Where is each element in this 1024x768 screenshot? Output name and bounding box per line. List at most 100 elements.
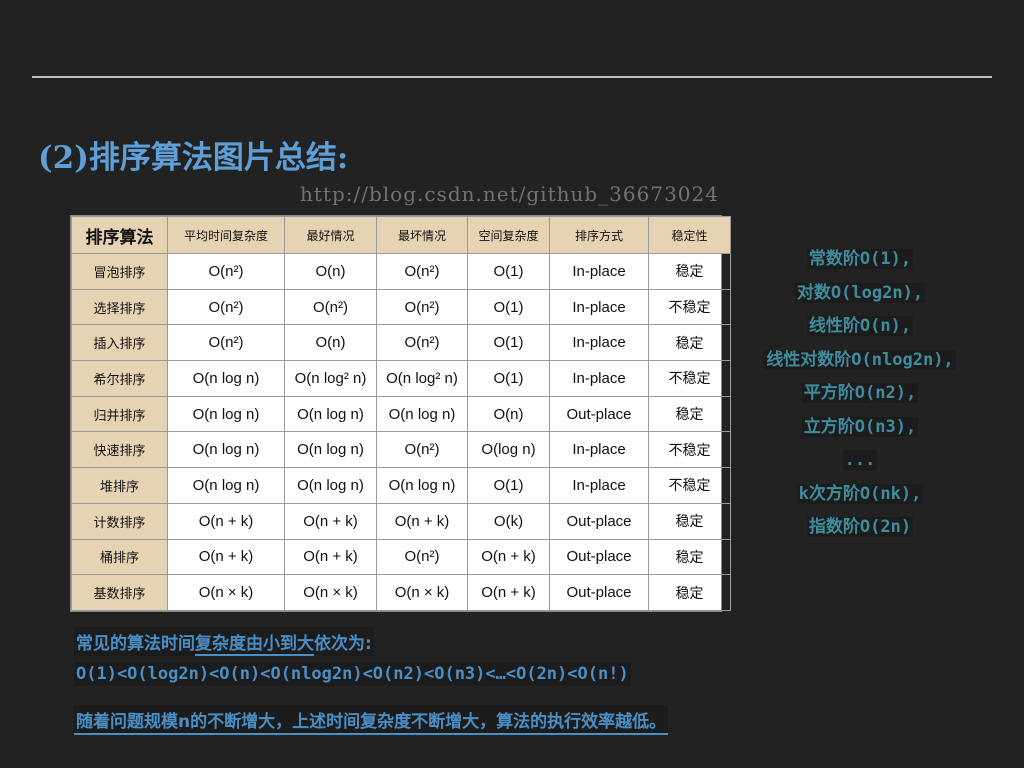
table-row: 堆排序 O(n log n) O(n log n) O(n log n) O(1) In-… <box>71 467 731 504</box>
table-cell: O(n log n) <box>167 395 285 433</box>
algorithm-name-cell: 冒泡排序 <box>71 253 168 290</box>
order-text: k次方阶O(nk), <box>796 483 924 504</box>
column-header: 最好情况 <box>284 216 377 254</box>
algorithm-name-cell: 快速排序 <box>71 431 168 469</box>
note-order-chain: O(1)<O(log2n)<O(n)<O(nlog2n)<O(n2)<O(n3)… <box>74 662 631 686</box>
table-header-row: 排序算法 平均时间复杂度 最好情况 最坏情况 空间复杂度 排序方式 稳定性 <box>71 216 731 254</box>
order-item: 常数阶O(1), <box>740 244 980 278</box>
algorithm-name-cell: 希尔排序 <box>71 360 168 397</box>
table-cell: In-place <box>549 288 649 326</box>
note-underlined-text: 复杂度由小到大 <box>195 634 314 656</box>
table-cell: O(n log n) <box>284 467 377 504</box>
table-cell: O(n) <box>284 253 377 290</box>
column-header: 最坏情况 <box>376 216 468 254</box>
table-cell: O(n + k) <box>467 574 550 611</box>
table-cell: O(n log n) <box>376 395 468 433</box>
algorithm-name-cell: 堆排序 <box>71 467 168 504</box>
column-header: 排序算法 <box>71 216 168 254</box>
watermark: http://blog.csdn.net/github_36673024 <box>300 182 719 206</box>
table-cell: O(n log² n) <box>376 360 468 397</box>
table-row: 桶排序 O(n + k) O(n + k) O(n²) O(n + k) Out-plac… <box>71 538 731 576</box>
table-cell: 稳定 <box>648 253 731 290</box>
table-cell: O(n × k) <box>376 574 468 611</box>
table-cell: O(n + k) <box>284 502 377 540</box>
order-item: k次方阶O(nk), <box>740 479 980 513</box>
table-cell: Out-place <box>549 395 649 433</box>
table-cell: In-place <box>549 431 649 469</box>
order-item: 线性阶O(n), <box>740 311 980 345</box>
table-cell: 不稳定 <box>648 288 731 326</box>
table-row: 插入排序 O(n²) O(n) O(n²) O(1) In-place 稳定 <box>71 324 731 362</box>
table-cell: O(n log n) <box>376 467 468 504</box>
table-cell: O(n²) <box>376 288 468 326</box>
table-cell: In-place <box>549 467 649 504</box>
table-cell: O(n + k) <box>376 502 468 540</box>
table-cell: O(n log n) <box>167 431 285 469</box>
column-header: 平均时间复杂度 <box>167 216 285 254</box>
sorting-table-image: 排序算法 平均时间复杂度 最好情况 最坏情况 空间复杂度 排序方式 稳定性 冒泡排序 O(n²… <box>70 215 731 612</box>
order-text: 常数阶O(1), <box>806 249 914 269</box>
table-cell: 不稳定 <box>648 467 731 504</box>
table-row: 快速排序 O(n log n) O(n log n) O(n²) O(log n) In-… <box>71 431 731 469</box>
table-row: 归并排序 O(n log n) O(n log n) O(n log n) O(n) Ou… <box>71 395 731 433</box>
table-cell: O(n) <box>467 395 550 433</box>
table-cell: O(1) <box>467 324 550 362</box>
table-cell: O(n²) <box>376 324 468 362</box>
algorithm-name-cell: 计数排序 <box>71 502 168 540</box>
table-cell: O(n²) <box>167 288 285 326</box>
table-cell: 稳定 <box>648 395 731 433</box>
table-cell: O(n + k) <box>167 502 285 540</box>
column-header: 排序方式 <box>549 216 649 254</box>
table-cell: 稳定 <box>648 574 731 611</box>
table-row: 希尔排序 O(n log n) O(n log² n) O(n log² n) O(1)… <box>71 360 731 397</box>
table-cell: O(1) <box>467 467 550 504</box>
table-cell: O(1) <box>467 253 550 290</box>
column-header: 稳定性 <box>648 216 731 254</box>
algorithm-name-cell: 桶排序 <box>71 538 168 576</box>
sorting-table: 排序算法 平均时间复杂度 最好情况 最坏情况 空间复杂度 排序方式 稳定性 冒泡排序 O(n²… <box>71 216 731 611</box>
table-cell: Out-place <box>549 574 649 611</box>
table-cell: In-place <box>549 324 649 362</box>
algorithm-name-cell: 插入排序 <box>71 324 168 362</box>
table-cell: O(n²) <box>376 431 468 469</box>
order-text: 指数阶O(2n) <box>806 517 914 537</box>
complexity-orders-list: 常数阶O(1), 对数O(log2n), 线性阶O(n), 线性对数阶O(nlog2n… <box>740 244 980 546</box>
order-item: 立方阶O(n3), <box>740 412 980 446</box>
algorithm-name-cell: 归并排序 <box>71 395 168 433</box>
order-text: 线性对数阶O(nlog2n), <box>764 349 956 370</box>
table-cell: O(n log n) <box>167 360 285 397</box>
table-cell: Out-place <box>549 538 649 576</box>
table-cell: 稳定 <box>648 502 731 540</box>
divider-rule <box>32 76 992 78</box>
note-text: 常见的算法时间 <box>76 634 195 654</box>
table-cell: O(n²) <box>167 324 285 362</box>
table-cell: O(k) <box>467 502 550 540</box>
order-text: 对数O(log2n), <box>794 282 926 303</box>
table-cell: 稳定 <box>648 324 731 362</box>
table-cell: O(n + k) <box>167 538 285 576</box>
table-cell: O(n + k) <box>467 538 550 576</box>
order-text: 线性阶O(n), <box>806 316 914 336</box>
table-cell: 不稳定 <box>648 360 731 397</box>
table-cell: O(n²) <box>376 538 468 576</box>
table-cell: In-place <box>549 253 649 290</box>
table-cell: O(n × k) <box>167 574 285 611</box>
table-cell: O(n log n) <box>284 431 377 469</box>
table-row: 选择排序 O(n²) O(n²) O(n²) O(1) In-place 不稳定 <box>71 288 731 326</box>
table-cell: O(n log n) <box>284 395 377 433</box>
page-title: (2)排序算法图片总结: <box>38 140 349 176</box>
table-row: 基数排序 O(n × k) O(n × k) O(n × k) O(n + k) Out-… <box>71 574 731 611</box>
order-text: 平方阶O(n2), <box>801 383 919 403</box>
column-header: 空间复杂度 <box>467 216 550 254</box>
table-cell: O(n²) <box>284 288 377 326</box>
table-cell: O(n) <box>284 324 377 362</box>
table-cell: O(n log n) <box>167 467 285 504</box>
order-item: ... <box>740 445 980 479</box>
table-cell: O(n log² n) <box>284 360 377 397</box>
table-cell: Out-place <box>549 502 649 540</box>
table-cell: O(1) <box>467 288 550 326</box>
algorithm-name-cell: 选择排序 <box>71 288 168 326</box>
table-cell: 不稳定 <box>648 431 731 469</box>
table-cell: O(n²) <box>167 253 285 290</box>
order-item: 线性对数阶O(nlog2n), <box>740 345 980 379</box>
